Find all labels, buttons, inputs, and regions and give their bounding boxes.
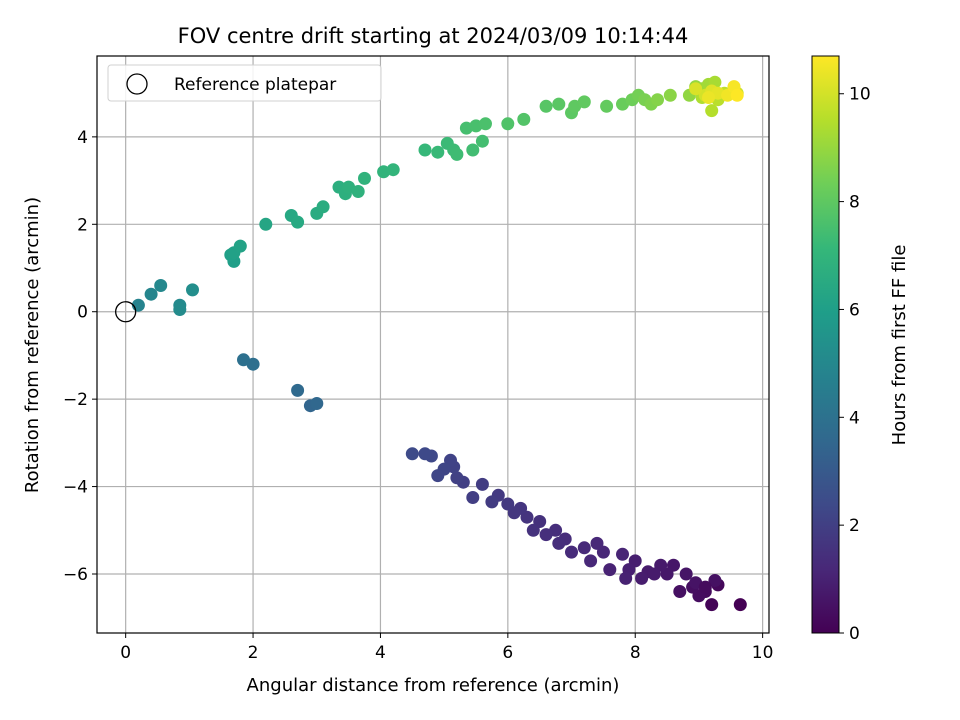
data-point <box>619 571 633 585</box>
colorbar-label: Hours from first FF file <box>889 245 910 446</box>
data-point <box>450 471 464 485</box>
data-point <box>259 217 273 231</box>
colorbar-tick-label: 6 <box>849 300 860 320</box>
data-point <box>418 143 432 157</box>
colorbar-tick-label: 8 <box>849 193 860 213</box>
data-point <box>733 598 747 612</box>
data-point <box>708 574 722 587</box>
y-tick-label: 0 <box>77 303 88 323</box>
data-point <box>450 147 464 161</box>
data-point <box>517 112 531 126</box>
x-tick-label: 6 <box>502 643 513 663</box>
y-tick-label: 2 <box>77 215 88 235</box>
data-point <box>351 185 365 198</box>
legend: Reference platepar <box>107 64 382 102</box>
x-tick-label: 2 <box>248 643 259 663</box>
data-point <box>635 571 649 585</box>
data-point <box>584 554 598 568</box>
data-point <box>539 99 553 113</box>
data-point <box>475 477 489 491</box>
y-tick-label: −4 <box>63 478 88 498</box>
axes <box>96 55 770 634</box>
data-point <box>552 536 566 550</box>
colorbar-gradient <box>811 55 840 634</box>
data-point <box>730 88 744 102</box>
data-point <box>431 145 445 159</box>
data-point <box>186 283 199 297</box>
colorbar-tick-label: 4 <box>849 408 860 428</box>
legend-marker-icon <box>126 73 148 95</box>
data-point <box>310 397 324 410</box>
data-point <box>565 545 578 559</box>
x-ticks: 0 2 4 6 8 10 <box>120 633 773 663</box>
grid <box>97 56 769 633</box>
colorbar-ticks: 0 2 4 6 8 10 <box>839 85 871 644</box>
data-point <box>466 491 480 504</box>
colorbar-tick-label: 2 <box>849 516 860 536</box>
data-point <box>651 93 664 107</box>
data-point <box>616 547 629 561</box>
chart-title: FOV centre drift starting at 2024/03/09 … <box>178 24 689 48</box>
colorbar-tick-label: 0 <box>849 624 860 644</box>
data-point <box>144 287 158 301</box>
legend-label: Reference platepar <box>174 75 336 95</box>
x-tick-label: 4 <box>375 643 386 663</box>
y-ticks: −6 −4 −2 0 2 4 <box>63 128 97 585</box>
data-point <box>539 528 553 542</box>
data-point <box>705 104 719 118</box>
data-point <box>233 239 247 253</box>
data-point <box>600 99 614 113</box>
data-point <box>705 598 719 612</box>
data-point <box>689 82 703 96</box>
x-tick-label: 10 <box>752 643 774 663</box>
data-point <box>237 353 250 367</box>
data-point <box>603 563 617 577</box>
y-tick-label: 4 <box>77 128 88 148</box>
data-point <box>479 117 492 131</box>
x-tick-label: 8 <box>630 643 641 663</box>
data-point <box>405 447 419 461</box>
data-point <box>316 200 330 214</box>
y-tick-label: −2 <box>63 390 88 410</box>
data-point <box>702 91 715 104</box>
data-point <box>291 215 305 229</box>
data-point <box>501 117 515 131</box>
data-point <box>466 143 480 157</box>
data-point <box>526 523 540 537</box>
data-point <box>485 495 499 509</box>
data-point <box>577 541 591 555</box>
data-point <box>577 95 591 109</box>
data-point <box>590 536 604 550</box>
data-point <box>291 383 305 397</box>
data-point <box>418 447 432 461</box>
scatter-points <box>115 75 747 612</box>
colorbar: 0 2 4 6 8 10 Hours from first FF file <box>811 55 910 644</box>
x-tick-label: 0 <box>120 643 131 663</box>
data-point <box>673 585 687 598</box>
data-point <box>552 97 566 111</box>
axes-frame <box>96 55 770 634</box>
reference-marker <box>115 301 137 323</box>
y-tick-label: −6 <box>63 565 88 585</box>
legend-box <box>107 64 382 102</box>
colorbar-tick-label: 10 <box>849 85 871 105</box>
data-point <box>679 567 693 581</box>
data-point <box>698 580 712 594</box>
data-point <box>154 279 168 292</box>
data-point <box>475 134 489 148</box>
y-axis-label: Rotation from reference (arcmin) <box>22 197 43 493</box>
data-point <box>173 303 187 316</box>
data-point <box>386 163 400 177</box>
data-point <box>358 171 371 185</box>
data-point <box>501 497 515 511</box>
data-point <box>663 88 677 102</box>
data-point <box>431 469 445 483</box>
data-point <box>647 567 661 581</box>
x-axis-label: Angular distance from reference (arcmin) <box>247 675 620 696</box>
